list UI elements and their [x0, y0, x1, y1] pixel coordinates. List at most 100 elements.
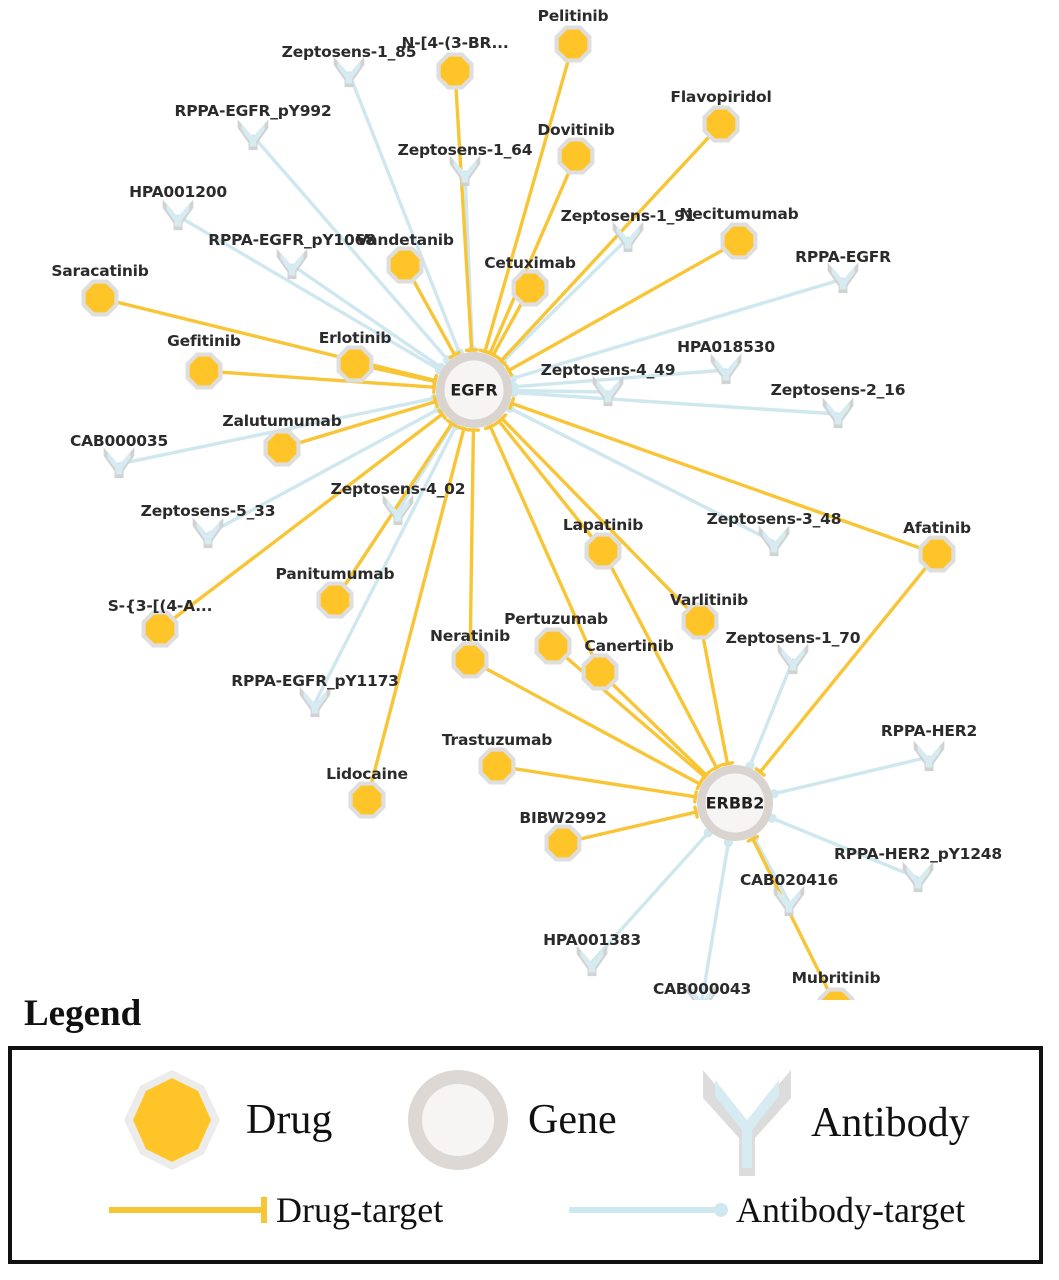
antibody-node[interactable] — [103, 447, 135, 479]
drug-shape — [821, 991, 851, 1000]
antibody-shape — [196, 521, 220, 545]
drug-node[interactable] — [918, 535, 956, 573]
chevron-icon — [703, 1070, 791, 1176]
antibody-shape — [386, 498, 410, 522]
edge-endpoint-bar — [508, 396, 516, 410]
edge-antibody-target — [770, 816, 920, 880]
drug-shape — [685, 606, 715, 636]
antibody-shape — [777, 889, 801, 913]
drug-node[interactable] — [581, 653, 619, 691]
gene-node[interactable] — [697, 765, 773, 841]
edge-antibody-target — [176, 214, 442, 372]
antibody-shape — [166, 203, 190, 227]
edge-drug-target — [497, 419, 605, 553]
drug-shape — [538, 631, 568, 661]
antibody-node[interactable] — [192, 517, 224, 549]
drug-node[interactable] — [141, 610, 179, 648]
drug-node[interactable] — [584, 532, 622, 570]
antibody-node[interactable] — [758, 525, 790, 557]
antibody-node[interactable] — [612, 221, 644, 253]
antibody-shape — [917, 744, 941, 768]
edge-antibody-target — [512, 368, 728, 389]
antibody-node[interactable] — [333, 56, 365, 88]
antibody-node[interactable] — [710, 353, 742, 385]
drug-node[interactable] — [185, 352, 223, 390]
drug-shape — [561, 141, 591, 171]
drug-node[interactable] — [316, 581, 354, 619]
legend-item-antibody: Antibody — [697, 1064, 970, 1182]
edge-antibody-target — [512, 388, 610, 394]
drug-node[interactable] — [478, 747, 516, 785]
edge-drug-target — [495, 764, 698, 799]
antibody-node[interactable] — [686, 983, 718, 1000]
drug-node[interactable] — [451, 641, 489, 679]
gene-center — [444, 360, 504, 420]
drug-node[interactable] — [681, 602, 719, 640]
antibody-node[interactable] — [902, 861, 934, 893]
edge-endpoint-bar — [487, 350, 500, 360]
edge-drug-target — [601, 549, 719, 770]
legend-item-drug-target: Drug-target — [107, 1190, 443, 1230]
drug-node[interactable] — [720, 222, 758, 260]
edge-endpoint-bar — [446, 418, 458, 428]
drug-node[interactable] — [534, 627, 572, 665]
edge-endpoint-bar — [746, 834, 759, 843]
edge-drug-target — [551, 644, 707, 779]
drug-node[interactable] — [702, 105, 740, 143]
edge-drug-target — [500, 416, 702, 623]
drug-shape — [558, 29, 588, 59]
edge-endpoint-bar — [693, 805, 699, 819]
legend-label-gene: Gene — [528, 1097, 617, 1143]
edge-drug-target — [158, 412, 444, 631]
drug-node[interactable] — [336, 345, 374, 383]
drug-node[interactable] — [544, 824, 582, 862]
edge-antibody-target — [507, 406, 776, 544]
antibody-node[interactable] — [822, 397, 854, 429]
antibody-node[interactable] — [299, 686, 331, 718]
antibody-node[interactable] — [162, 199, 194, 231]
antibody-node[interactable] — [777, 643, 809, 675]
antibody-node[interactable] — [382, 494, 414, 526]
antibody-node[interactable] — [576, 945, 608, 977]
edge-antibody-target — [347, 71, 462, 355]
edge-antibody-target — [510, 277, 845, 381]
antibody-node[interactable] — [913, 740, 945, 772]
drug-node[interactable] — [554, 25, 592, 63]
node-layer — [81, 25, 956, 1000]
drug-node[interactable] — [348, 781, 386, 819]
drug-shape — [340, 349, 370, 379]
drug-shape — [455, 645, 485, 675]
edge-antibody-target — [772, 755, 931, 796]
gene-center — [705, 773, 765, 833]
antibody-node[interactable] — [773, 885, 805, 917]
legend-item-drug: Drug — [112, 1064, 332, 1176]
edge-endpoint-bar — [720, 761, 735, 767]
antibody-shape — [596, 379, 620, 403]
antibody-shape — [781, 647, 805, 671]
gene-node[interactable] — [436, 352, 512, 428]
antibody-shape — [580, 949, 604, 973]
antibody-node[interactable] — [827, 262, 859, 294]
drug-node[interactable] — [386, 246, 424, 284]
antibody-node[interactable] — [237, 119, 269, 151]
edge-antibody-target — [748, 658, 795, 768]
drug-target-line-icon — [109, 1197, 267, 1223]
edge-drug-target — [598, 670, 708, 777]
antibody-node[interactable] — [592, 375, 624, 407]
edge-drug-target — [499, 122, 723, 363]
drug-shape — [320, 585, 350, 615]
drug-node[interactable] — [436, 52, 474, 90]
drug-node[interactable] — [263, 429, 301, 467]
antibody-node[interactable] — [449, 155, 481, 187]
edge-drug-target — [561, 810, 698, 845]
drug-node[interactable] — [557, 137, 595, 175]
drug-node[interactable] — [817, 987, 855, 1000]
edge-endpoint-bar — [504, 364, 514, 377]
drug-node[interactable] — [511, 269, 549, 307]
edge-endpoint-bar — [464, 348, 479, 353]
edge-drug-target — [468, 428, 476, 662]
antibody-node[interactable] — [276, 248, 308, 280]
edge-endpoint-bar — [754, 767, 766, 777]
drug-node[interactable] — [81, 279, 119, 317]
